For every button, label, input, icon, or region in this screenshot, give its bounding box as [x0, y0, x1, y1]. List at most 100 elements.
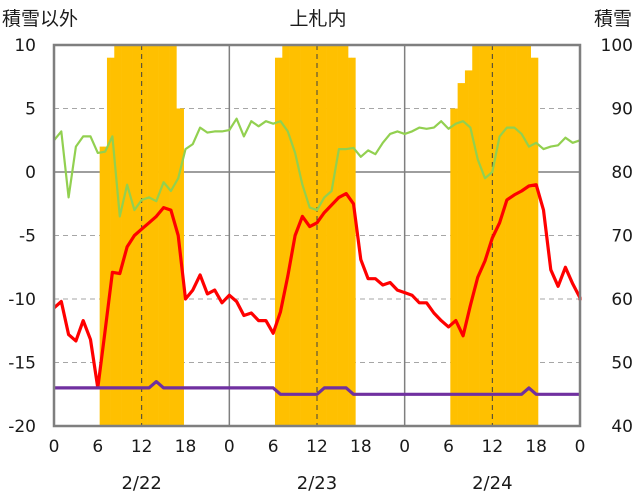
snow-depth-bar — [326, 45, 331, 426]
snow-depth-bar — [307, 45, 312, 426]
snow-depth-bar — [318, 45, 323, 426]
snow-depth-bar — [289, 45, 294, 426]
snow-depth-bar — [450, 108, 455, 426]
snow-depth-bar — [143, 45, 148, 426]
x-tick-label: 12 — [482, 437, 504, 457]
snow-depth-bar — [285, 45, 290, 426]
snow-depth-bar — [464, 70, 469, 427]
x-tick-label: 0 — [575, 437, 586, 457]
snow-depth-bar — [106, 57, 111, 426]
snow-depth-bar — [125, 45, 130, 426]
right-axis-label: 積雪 — [594, 8, 632, 30]
right-tick-label: 70 — [611, 227, 633, 247]
snow-depth-bar — [483, 45, 488, 426]
right-tick-label: 50 — [611, 354, 633, 374]
x-tick-label: 0 — [224, 437, 235, 457]
snow-depth-bar — [486, 45, 491, 426]
right-tick-label: 40 — [611, 417, 633, 437]
snow-depth-bar — [110, 57, 115, 426]
right-tick-label: 100 — [601, 36, 633, 56]
snow-depth-bar — [114, 45, 119, 426]
snow-depth-bar — [479, 45, 484, 426]
day-label: 2/24 — [472, 473, 512, 494]
left-tick-label: 5 — [25, 100, 36, 120]
left-tick-label: -5 — [19, 227, 36, 247]
snow-depth-bar — [103, 146, 108, 426]
x-tick-label: 18 — [350, 437, 372, 457]
snow-depth-bar — [161, 45, 166, 426]
snow-depth-bar — [158, 45, 163, 426]
series-lines — [52, 117, 582, 396]
x-tick-label: 12 — [131, 437, 153, 457]
snow-depth-bar — [340, 45, 345, 426]
x-tick-label: 0 — [399, 437, 410, 457]
snow-depth-bar — [147, 45, 152, 426]
snow-depth-bar — [176, 108, 181, 426]
x-tick-label: 18 — [525, 437, 547, 457]
snow-depth-bar — [351, 57, 356, 426]
right-tick-label: 60 — [611, 290, 633, 310]
snow-depth-bar — [121, 45, 126, 426]
snow-depth-bar — [501, 45, 506, 426]
snow-depth-bar — [348, 57, 353, 426]
snow-depth-bar — [508, 45, 513, 426]
left-tick-label: 0 — [25, 163, 36, 183]
snow-depth-bar — [150, 45, 155, 426]
snow-depth-bar — [117, 45, 122, 426]
snow-depth-bar — [472, 45, 477, 426]
snow-depth-bar — [461, 83, 466, 426]
snow-depth-bar — [530, 57, 535, 426]
snow-depth-bar — [505, 45, 510, 426]
snow-depth-bar — [468, 70, 473, 427]
snow-depth-bar — [494, 45, 499, 426]
snow-depth-bar — [523, 45, 528, 426]
snow-depth-bar — [300, 45, 305, 426]
snow-depth-bar — [497, 45, 502, 426]
snow-depth-bar — [516, 45, 521, 426]
right-tick-label: 80 — [611, 163, 633, 183]
snow-depth-bar — [322, 45, 327, 426]
snow-depth-bar — [278, 57, 283, 426]
x-tick-label: 12 — [306, 437, 328, 457]
purple-series-line — [54, 380, 580, 396]
snow-depth-bar — [453, 108, 458, 426]
snow-depth-bar — [333, 45, 338, 426]
right-tick-label: 90 — [611, 100, 633, 120]
snow-depth-bar — [475, 45, 480, 426]
snow-depth-bar — [274, 57, 279, 426]
snow-depth-bar — [457, 83, 462, 426]
snow-depth-bars — [99, 45, 539, 427]
snow-depth-bar — [512, 45, 517, 426]
chart-title: 上札内 — [289, 8, 346, 30]
snow-depth-bar — [282, 45, 287, 426]
snow-depth-bar — [311, 45, 316, 426]
plot-frame — [52, 43, 582, 428]
snow-depth-bar — [154, 45, 159, 426]
green-series-line — [53, 117, 581, 218]
snow-depth-bar — [519, 45, 524, 426]
snow-depth-bar — [534, 57, 539, 426]
snow-depth-bar — [296, 45, 301, 426]
snow-depth-bar — [172, 45, 177, 426]
snow-depth-bar — [128, 45, 133, 426]
snow-depth-bar — [304, 45, 309, 426]
temperature-line — [52, 183, 582, 390]
snow-depth-bar — [99, 146, 104, 426]
x-tick-label: 0 — [49, 437, 60, 457]
snow-depth-bar — [344, 45, 349, 426]
left-tick-label: -15 — [8, 354, 36, 374]
left-axis-label: 積雪以外 — [2, 8, 78, 30]
left-tick-label: 10 — [14, 36, 36, 56]
snow-depth-bar — [165, 45, 170, 426]
snow-depth-bar — [527, 45, 531, 426]
x-tick-label: 6 — [443, 437, 454, 457]
x-tick-label: 6 — [268, 437, 279, 457]
x-tick-label: 6 — [92, 437, 103, 457]
day-label: 2/22 — [121, 473, 161, 494]
left-tick-label: -10 — [8, 290, 36, 310]
snow-depth-bar — [329, 45, 334, 426]
snow-depth-bar — [169, 45, 174, 426]
day-label: 2/23 — [297, 473, 337, 494]
